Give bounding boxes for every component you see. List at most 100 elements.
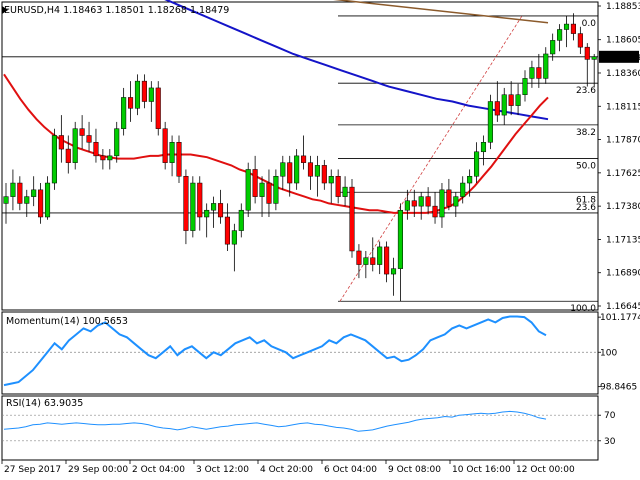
candle-body [570, 23, 576, 34]
candle-43 [301, 135, 307, 170]
candle-81 [563, 15, 570, 48]
candle-body [349, 186, 355, 252]
candle-body [356, 250, 362, 265]
candle-body [155, 87, 161, 129]
candle-body [487, 101, 493, 143]
candle-body [404, 200, 410, 211]
sma-blue-line [164, 0, 549, 121]
price-tick-label-6: 1.17380 [606, 202, 640, 212]
candle-21 [148, 81, 154, 122]
fib-level-label-3: 50.0 [576, 162, 596, 172]
candle-body [501, 94, 507, 116]
price-tick-label-8: 1.16890 [606, 269, 640, 279]
candle-46 [321, 159, 327, 190]
candle-61 [425, 187, 431, 215]
candle-body [494, 101, 500, 116]
candle-66 [460, 176, 466, 204]
momentum-tick-label-2: 98.8465 [600, 383, 637, 393]
candle-5 [38, 183, 44, 224]
candle-body [536, 67, 542, 79]
candle-42 [294, 149, 300, 190]
candle-body [321, 165, 327, 184]
candle-body [121, 97, 127, 129]
candle-28 [197, 176, 203, 231]
candle-body [273, 175, 279, 204]
candle-40 [280, 155, 286, 190]
candle-body [480, 142, 487, 153]
candle-35 [245, 162, 251, 218]
candle-body [591, 56, 597, 60]
candle-body [446, 189, 452, 207]
candle-79 [550, 33, 556, 61]
candle-62 [432, 192, 438, 224]
candle-51 [356, 244, 362, 279]
candle-body [24, 196, 30, 204]
candle-11 [79, 115, 85, 150]
candle-body [397, 209, 403, 269]
candle-70 [487, 94, 493, 150]
candle-24 [169, 135, 175, 177]
candle-body [58, 135, 64, 150]
candle-48 [335, 169, 341, 204]
candle-47 [328, 169, 334, 204]
time-tick-label-4: 4 Oct 20:00 [260, 465, 313, 475]
candle-body [418, 196, 424, 207]
candle-body [31, 189, 37, 197]
candle-73 [508, 81, 514, 116]
momentum-tick-label-1: 100 [600, 348, 617, 358]
candle-body [128, 97, 134, 109]
candle-3 [24, 189, 30, 218]
candle-body [363, 257, 369, 265]
candle-82 [570, 13, 576, 41]
candle-body [328, 175, 334, 184]
current-price-label: 1.18479 [604, 53, 640, 63]
candle-17 [121, 87, 127, 136]
candle-body [190, 182, 196, 231]
title-arrow-icon [2, 6, 8, 14]
candle-74 [515, 83, 521, 116]
candle-body [197, 182, 203, 218]
candle-body [176, 142, 182, 177]
candle-31 [217, 189, 224, 224]
fib-level-label-1: 23.6 [576, 86, 596, 96]
candle-body [342, 186, 348, 197]
candle-body [65, 148, 71, 163]
current-price-tag [599, 50, 639, 63]
candle-body [584, 46, 590, 60]
price-tick-label-2: 1.18360 [606, 69, 640, 79]
candle-12 [86, 121, 92, 152]
candle-67 [467, 169, 473, 197]
candle-body [107, 155, 113, 161]
candle-body [10, 182, 16, 197]
candle-57 [397, 203, 403, 302]
time-tick-label-5: 6 Oct 04:00 [324, 465, 377, 475]
candle-78 [543, 47, 549, 84]
candle-20 [141, 74, 147, 109]
candle-75 [522, 70, 528, 102]
candle-16 [114, 121, 120, 163]
candle-body [44, 182, 51, 218]
candle-body [287, 162, 293, 184]
price-panel-frame [1, 1, 599, 311]
candle-body [577, 33, 583, 48]
time-tick-label-6: 9 Oct 08:00 [388, 465, 441, 475]
candle-13 [93, 128, 99, 163]
candle-54 [377, 241, 383, 275]
candle-14 [100, 149, 106, 170]
candle-body [301, 155, 307, 163]
candle-body [515, 94, 521, 106]
time-axis: 27 Sep 2017 29 Sep 00:00 2 Oct 04:00 3 Oct … [1, 460, 575, 475]
candle-body [217, 203, 224, 218]
candle-63 [439, 183, 445, 228]
candle-58 [404, 189, 410, 220]
candle-38 [266, 169, 272, 218]
fib-lower-label: 23.6 [576, 203, 596, 213]
candle-55 [384, 241, 390, 283]
rsi-line [3, 410, 547, 432]
candle-64 [446, 178, 452, 211]
candle-2 [17, 176, 23, 211]
candle-45 [314, 155, 320, 197]
candle-body [557, 29, 563, 41]
candle-body [390, 268, 397, 275]
